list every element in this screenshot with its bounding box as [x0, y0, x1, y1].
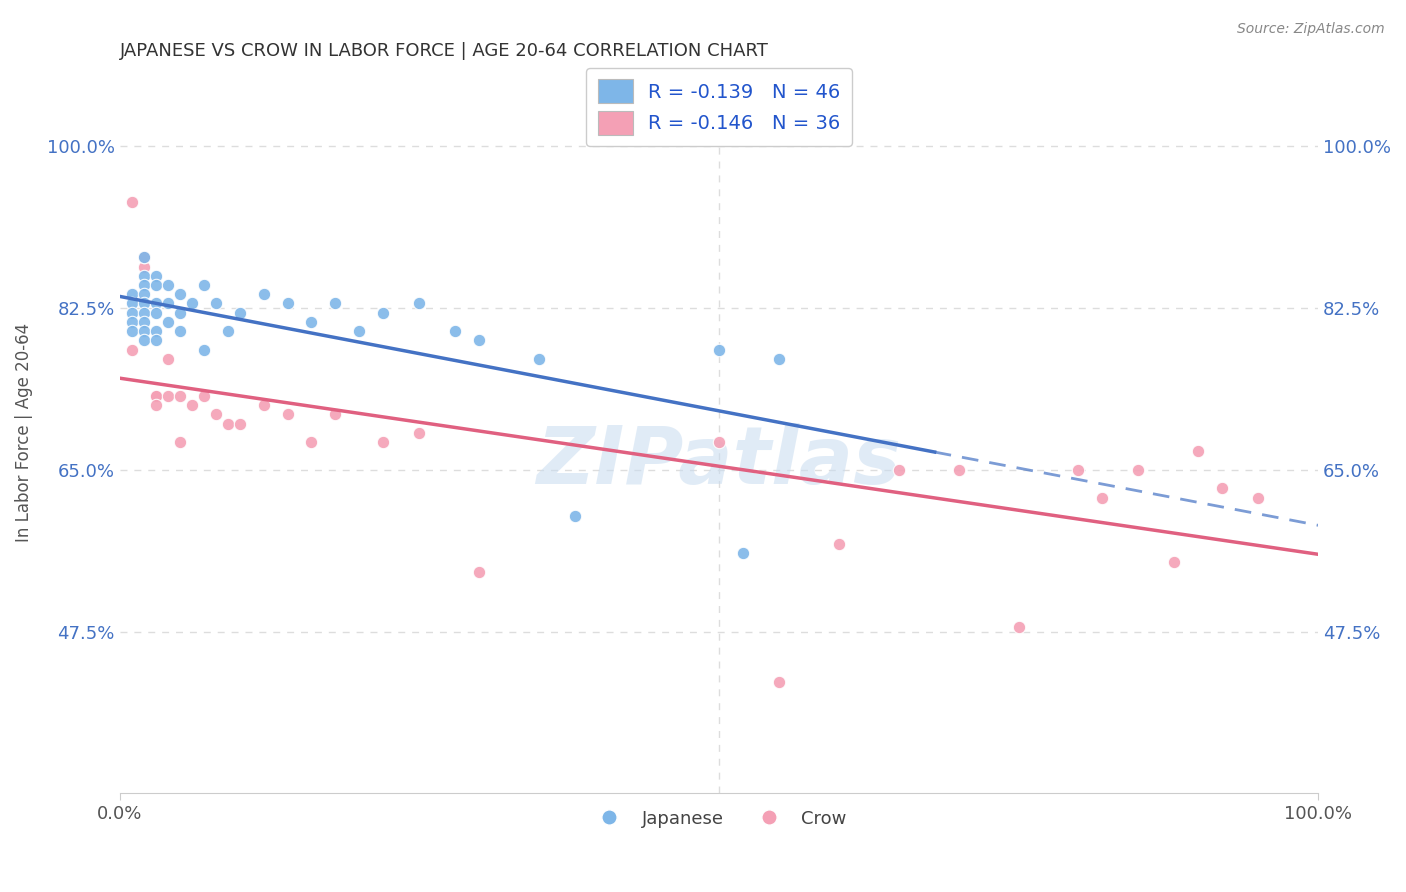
- Legend: Japanese, Crow: Japanese, Crow: [583, 802, 853, 835]
- Point: [169, 389, 191, 403]
- Point: [217, 417, 239, 431]
- Point: [121, 343, 143, 357]
- Point: [132, 324, 155, 338]
- Point: [121, 194, 143, 209]
- Point: [156, 278, 179, 293]
- Point: [349, 324, 371, 338]
- Point: [301, 315, 323, 329]
- Point: [444, 324, 467, 338]
- Point: [1007, 620, 1029, 634]
- Point: [156, 315, 179, 329]
- Point: [132, 287, 155, 301]
- Point: [145, 296, 167, 310]
- Point: [768, 675, 790, 690]
- Point: [145, 389, 167, 403]
- Text: Source: ZipAtlas.com: Source: ZipAtlas.com: [1237, 22, 1385, 37]
- Point: [132, 315, 155, 329]
- Point: [132, 334, 155, 348]
- Point: [132, 250, 155, 264]
- Point: [1128, 463, 1150, 477]
- Point: [887, 463, 910, 477]
- Point: [156, 296, 179, 310]
- Point: [145, 389, 167, 403]
- Y-axis label: In Labor Force | Age 20-64: In Labor Force | Age 20-64: [15, 323, 32, 542]
- Point: [276, 296, 298, 310]
- Point: [252, 398, 274, 412]
- Point: [707, 435, 730, 450]
- Point: [121, 296, 143, 310]
- Point: [180, 398, 202, 412]
- Point: [1163, 555, 1185, 569]
- Point: [527, 351, 550, 366]
- Point: [145, 334, 167, 348]
- Point: [325, 408, 347, 422]
- Point: [145, 268, 167, 283]
- Point: [145, 306, 167, 320]
- Point: [276, 408, 298, 422]
- Point: [408, 425, 430, 440]
- Text: JAPANESE VS CROW IN LABOR FORCE | AGE 20-64 CORRELATION CHART: JAPANESE VS CROW IN LABOR FORCE | AGE 20…: [120, 42, 769, 60]
- Point: [731, 546, 754, 560]
- Point: [156, 351, 179, 366]
- Point: [145, 278, 167, 293]
- Point: [132, 278, 155, 293]
- Point: [228, 306, 250, 320]
- Point: [145, 398, 167, 412]
- Point: [132, 250, 155, 264]
- Point: [707, 343, 730, 357]
- Point: [132, 306, 155, 320]
- Point: [204, 408, 226, 422]
- Point: [564, 509, 586, 524]
- Point: [373, 435, 395, 450]
- Point: [121, 306, 143, 320]
- Point: [121, 287, 143, 301]
- Point: [156, 389, 179, 403]
- Point: [145, 324, 167, 338]
- Point: [169, 287, 191, 301]
- Text: ZIPatlas: ZIPatlas: [537, 423, 901, 500]
- Point: [217, 324, 239, 338]
- Point: [204, 296, 226, 310]
- Point: [132, 296, 155, 310]
- Point: [132, 268, 155, 283]
- Point: [193, 343, 215, 357]
- Point: [169, 435, 191, 450]
- Point: [132, 260, 155, 274]
- Point: [468, 565, 491, 579]
- Point: [1187, 444, 1209, 458]
- Point: [180, 296, 202, 310]
- Point: [1067, 463, 1090, 477]
- Point: [169, 324, 191, 338]
- Point: [948, 463, 970, 477]
- Point: [373, 306, 395, 320]
- Point: [1247, 491, 1270, 505]
- Point: [169, 306, 191, 320]
- Point: [768, 351, 790, 366]
- Point: [121, 324, 143, 338]
- Point: [193, 278, 215, 293]
- Point: [1211, 481, 1233, 495]
- Point: [828, 537, 851, 551]
- Point: [301, 435, 323, 450]
- Point: [325, 296, 347, 310]
- Point: [468, 334, 491, 348]
- Point: [121, 315, 143, 329]
- Point: [408, 296, 430, 310]
- Point: [1091, 491, 1114, 505]
- Point: [193, 389, 215, 403]
- Point: [228, 417, 250, 431]
- Point: [252, 287, 274, 301]
